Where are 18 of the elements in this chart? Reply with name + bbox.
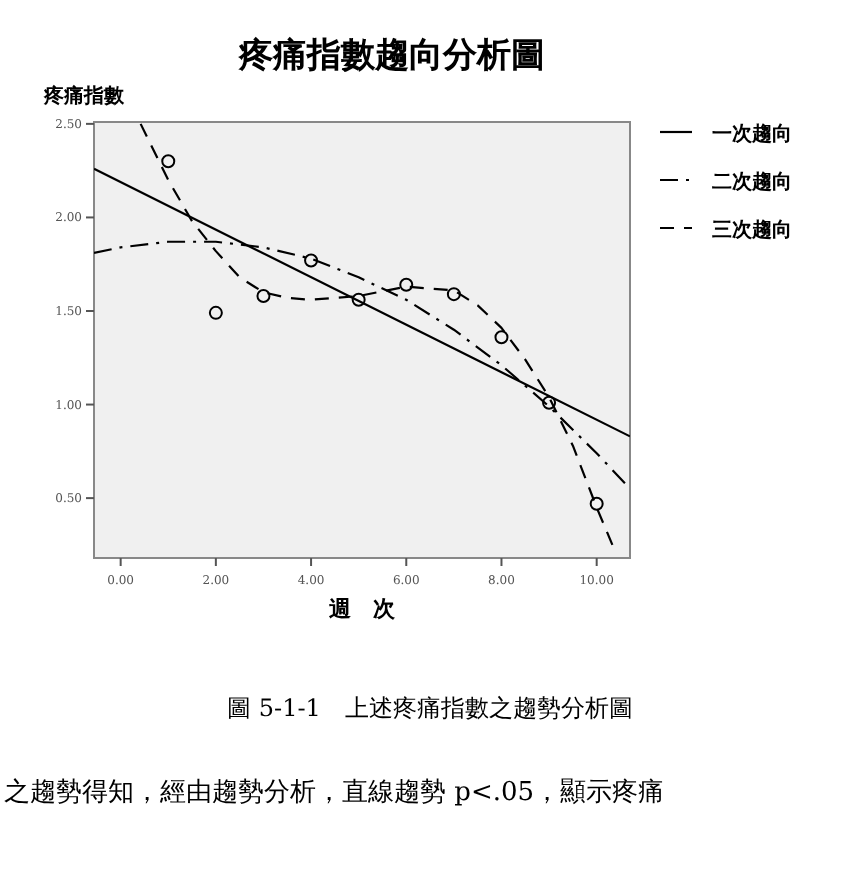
point [399,277,414,292]
point [589,496,604,511]
legend-label: 三次趨向 [712,218,792,242]
caption: 圖 5-1-1 上述疼痛指數之趨勢分析圖 [227,694,633,722]
point [542,395,557,410]
point [256,289,271,304]
legend-label: 二次趨向 [712,170,792,194]
chart-title: 疼痛指數趨向分析圖 [237,36,545,76]
point [494,330,509,345]
text: 之趨勢得知，經由趨勢分析，直線趨勢 p<.05，顯示疼痛 [4,778,665,808]
y-axis-title: 疼痛指數 [42,84,126,108]
point [161,154,176,169]
point [208,305,223,320]
point [351,292,366,307]
point [304,253,319,268]
legend-label: 一次趨向 [712,122,792,146]
point [446,287,461,302]
x-axis-title: 週 次 [327,596,397,622]
